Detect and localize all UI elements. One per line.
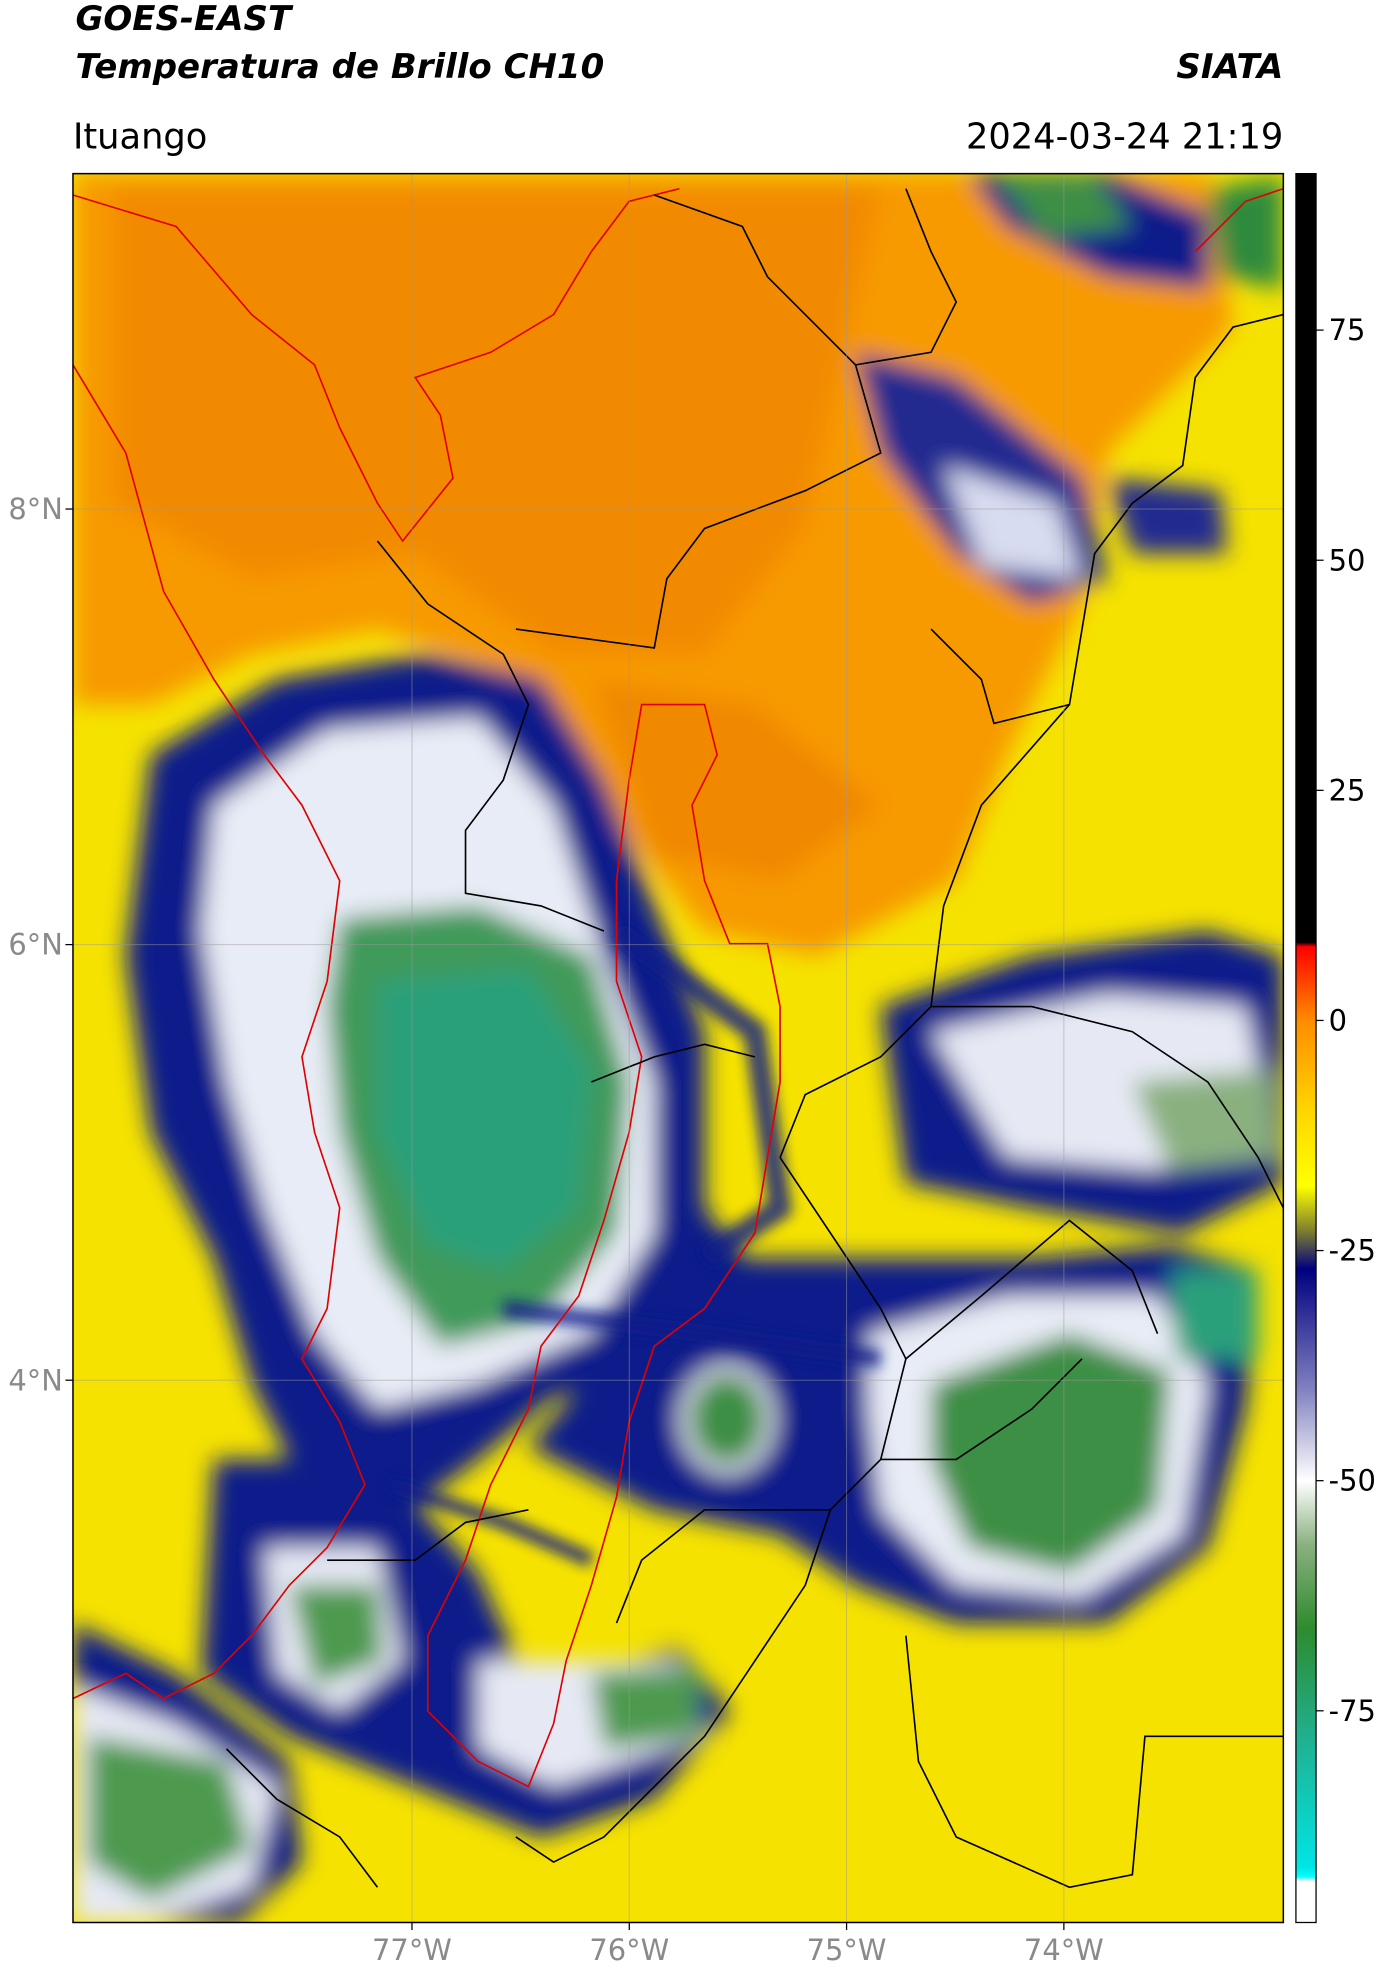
- subtitle: Temperatura de Brillo CH10: [75, 47, 604, 87]
- colorbar-tick-label: 0: [1329, 1004, 1347, 1038]
- title: GOES-EAST: [75, 0, 293, 39]
- x-tick-label: 74°W: [1024, 1933, 1104, 1967]
- x-tick-label: 77°W: [372, 1933, 452, 1967]
- colorbar-tick-label: 75: [1329, 313, 1366, 347]
- datetime: 2024-03-24 21:19: [966, 116, 1283, 157]
- location: Ituango: [73, 116, 207, 157]
- colorbar-tick-label: 50: [1329, 543, 1366, 577]
- grid: [72, 173, 1284, 1923]
- y-tick-label: 8°N: [8, 492, 63, 526]
- colorbar-tick-label: -75: [1329, 1694, 1376, 1728]
- y-tick-label: 6°N: [8, 928, 63, 962]
- satellite-imagery: [72, 173, 1284, 1923]
- map-frame: [72, 172, 1285, 1924]
- colorbar-tick-label: 25: [1329, 773, 1366, 807]
- x-tick-label: 75°W: [807, 1933, 887, 1967]
- colorbar-tick-label: -50: [1329, 1464, 1376, 1498]
- colorbar: [1295, 172, 1317, 1924]
- x-tick-label: 76°W: [589, 1933, 669, 1967]
- colorbar-tick-label: -25: [1329, 1234, 1376, 1268]
- brand: SIATA: [1176, 47, 1283, 87]
- y-tick-label: 4°N: [8, 1363, 63, 1397]
